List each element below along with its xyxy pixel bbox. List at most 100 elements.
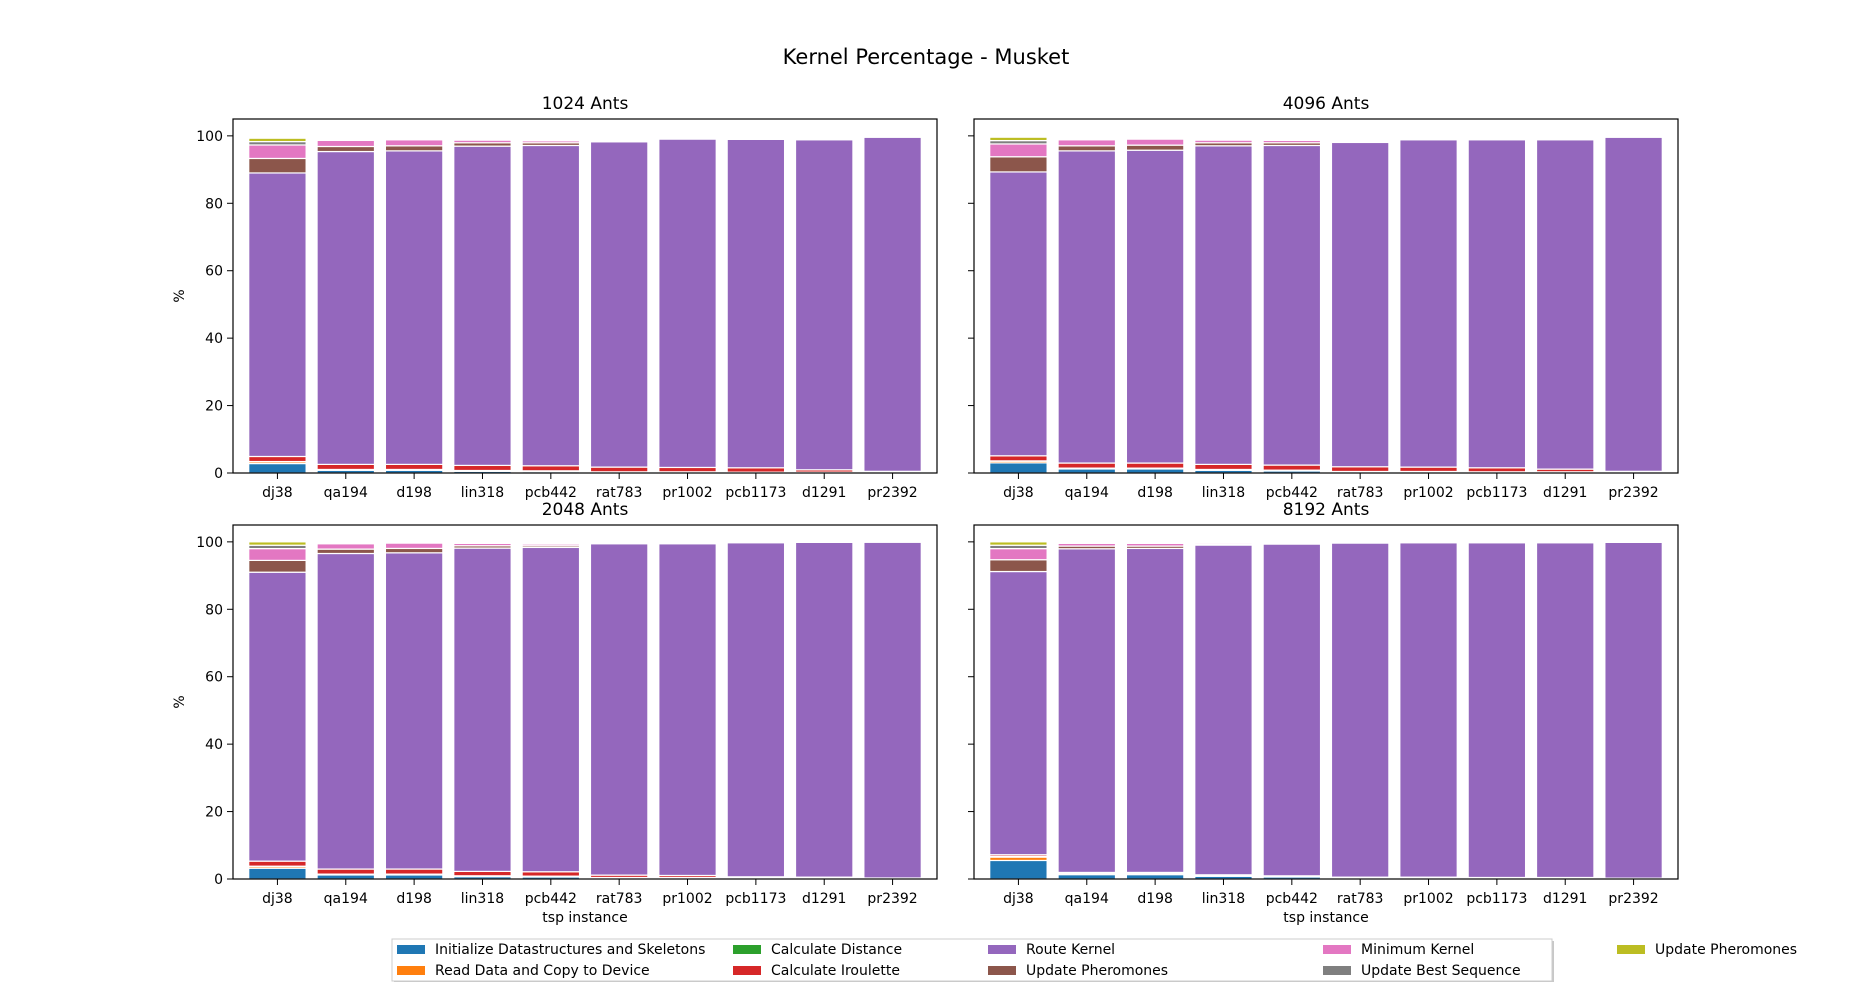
legend-label: Calculate Iroulette [771, 963, 900, 979]
bar-stack-group [989, 541, 1663, 880]
bar-segment-d198-6 [1125, 144, 1185, 151]
bar-segment-qa194-6 [1057, 145, 1117, 152]
bar-segment-pr1002-4 [658, 466, 717, 473]
x-tick-label: pr2392 [1608, 891, 1658, 907]
bar-segment-dj38-6 [248, 559, 307, 573]
x-tick-label: d198 [1137, 891, 1173, 907]
bar-segment-qa194-7 [1057, 139, 1117, 147]
bar-segment-dj38-5 [989, 570, 1048, 856]
x-tick-label: pr2392 [867, 485, 917, 501]
bar-segment-pcb442-5 [1262, 543, 1322, 877]
bar-segment-qa194-5 [1057, 150, 1117, 464]
bar-segment-pcb1173-4 [1467, 467, 1527, 473]
bar-segment-dj38-5 [248, 172, 307, 458]
y-tick-label: 40 [205, 331, 223, 347]
bar-segment-pcb442-5 [1262, 144, 1322, 466]
x-tick-label: rat783 [596, 485, 643, 501]
bar-segment-d198-7 [384, 139, 444, 147]
y-tick-label: 40 [205, 737, 223, 753]
subplot-2: 4096 Ants dj38 qa194 d198 lin318 pcb442 rat783… [968, 94, 1679, 501]
x-tick-label: pcb1173 [725, 891, 786, 907]
bar-segment-d198-4 [384, 868, 444, 875]
bar-segment-pr1002-5 [658, 543, 717, 877]
bar-segment-dj38-7 [989, 143, 1048, 158]
x-tick-label: dj38 [262, 485, 293, 501]
y-tick-label: 80 [205, 602, 223, 618]
x-tick-label: pr1002 [1403, 485, 1453, 501]
bar-segment-dj38-5 [248, 571, 307, 862]
bar-segment-lin318-5 [1194, 145, 1253, 466]
x-tick-label: d1291 [802, 891, 847, 907]
bar-segment-pr1002-4 [1399, 466, 1458, 473]
legend-label: Update Pheromones [1655, 942, 1797, 958]
bar-segment-lin318-4 [1194, 463, 1253, 471]
legend-label: Calculate Distance [771, 942, 902, 958]
y-tick-label: 100 [196, 535, 223, 551]
bar-segment-dj38-7 [248, 144, 307, 160]
subplot-title: 4096 Ants [1283, 94, 1370, 114]
bar-segment-qa194-4 [316, 868, 376, 875]
x-tick-label: d1291 [1543, 891, 1588, 907]
x-tick-label: qa194 [1065, 485, 1109, 501]
bar-segment-rat783-5 [589, 543, 649, 876]
bar-segment-d198-5 [1125, 149, 1185, 464]
bar-segment-pr1002-5 [658, 138, 717, 469]
subplot-4: 8192 Ants dj38 qa194 d198 lin318 pcb442 rat783… [968, 500, 1679, 926]
bar-segment-d198-5 [1125, 547, 1185, 874]
bar-segment-lin318-5 [453, 547, 512, 873]
bar-segment-pcb1173-4 [726, 467, 786, 473]
legend-label: Update Best Sequence [1361, 963, 1521, 979]
bar-segment-qa194-9 [316, 541, 376, 544]
bar-segment-dj38-6 [989, 559, 1048, 573]
legend-swatch [1323, 945, 1351, 954]
x-tick-label: pr2392 [867, 891, 917, 907]
bar-segment-lin318-4 [453, 870, 512, 877]
axes-frame [232, 118, 938, 474]
bar-segment-d1291-5 [794, 541, 854, 878]
x-tick-label: pr2392 [1608, 485, 1658, 501]
legend-swatch [1617, 945, 1645, 954]
bar-segment-pr2392-5 [863, 541, 922, 879]
x-tick-label: lin318 [461, 485, 504, 501]
bar-segment-pcb442-4 [1262, 464, 1322, 471]
bar-segment-dj38-1 [989, 859, 1048, 880]
bar-segment-dj38-1 [248, 867, 307, 880]
bar-segment-lin318-5 [1194, 544, 1253, 876]
bar-segment-qa194-9 [316, 138, 376, 140]
bar-segment-pcb1173-5 [726, 542, 786, 878]
bar-segment-qa194-7 [316, 139, 376, 148]
bar-segment-d198-9 [384, 540, 444, 543]
bar-segment-dj38-7 [248, 547, 307, 561]
bar-segment-d198-4 [1125, 462, 1185, 469]
bar-segment-d198-9 [384, 137, 444, 140]
bar-segment-dj38-4 [248, 860, 307, 867]
bar-segment-pcb442-4 [521, 871, 581, 877]
bar-segment-rat783-5 [589, 141, 649, 468]
x-tick-label: lin318 [461, 891, 504, 907]
x-tick-label: qa194 [1065, 891, 1109, 907]
bar-segment-dj38-1 [248, 462, 307, 474]
legend-swatch [988, 945, 1016, 954]
subplot-title: 8192 Ants [1283, 500, 1370, 520]
bar-segment-pr1002-5 [1399, 542, 1458, 878]
bar-segment-pr1002-5 [1399, 139, 1458, 468]
bar-stack-group [989, 135, 1663, 474]
x-tick-label: pcb442 [525, 891, 577, 907]
legend-swatch [988, 966, 1016, 975]
bar-segment-d198-4 [384, 463, 444, 471]
subplot-1: 1024 Ants dj38 qa194 d198 lin318 pcb442 rat783… [172, 94, 938, 501]
bar-segment-dj38-9 [248, 541, 307, 546]
x-tick-label: d198 [396, 891, 432, 907]
bar-segment-pcb1173-5 [726, 138, 786, 469]
x-tick-label: qa194 [324, 891, 368, 907]
bar-segment-d1291-5 [1535, 542, 1595, 879]
bar-segment-d198-6 [384, 547, 444, 554]
bar-segment-d198-5 [384, 552, 444, 870]
bar-segment-dj38-9 [989, 136, 1048, 142]
bar-stack-group [248, 135, 922, 474]
bar-segment-pr2392-5 [1604, 541, 1663, 879]
bar-segment-qa194-1 [1057, 468, 1117, 474]
x-tick-label: pr1002 [662, 891, 712, 907]
subplot-3: 2048 Ants dj38 qa194 d198 lin318 pcb442 rat783… [172, 500, 938, 926]
